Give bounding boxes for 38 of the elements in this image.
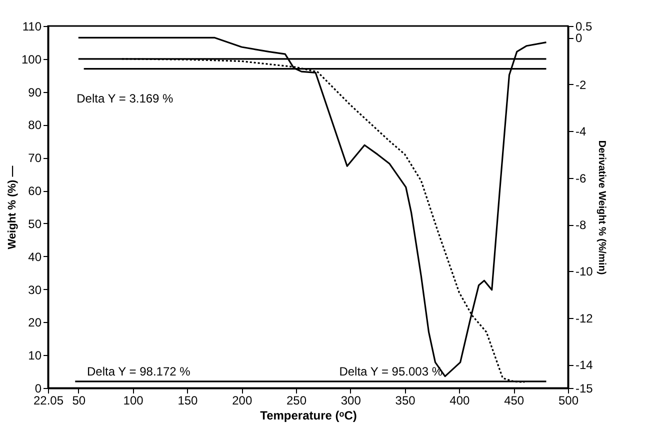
y-tick-label: 50 xyxy=(28,216,42,231)
x-tick-label: 200 xyxy=(232,394,252,408)
x-tick-label: 450 xyxy=(504,394,524,408)
x-tick-label: 250 xyxy=(286,394,307,408)
y-tick-label: 80 xyxy=(28,118,42,132)
y-tick-label: 0 xyxy=(34,382,42,396)
annotation: Delta Y = 3.169 % xyxy=(76,91,174,106)
y-tick-label: 90 xyxy=(28,85,42,100)
x-tick-label: 50 xyxy=(72,394,86,408)
x-tick-label: 400 xyxy=(450,394,470,408)
x-tick-label: 300 xyxy=(340,394,362,408)
x-tick-label: 500 xyxy=(558,394,579,408)
y2-axis-title: Derivative Weight % (%/min) xyxy=(596,140,607,275)
y-tick-label: 100 xyxy=(21,52,42,66)
y2-tick-label: -4 xyxy=(576,124,586,139)
x-tick-label: 350 xyxy=(395,394,416,408)
y2-tick-label: -10 xyxy=(576,264,594,279)
y-axis-title: Weight % (%) — xyxy=(6,166,18,250)
y-tick-label: 110 xyxy=(22,20,42,34)
y2-tick-label: -2 xyxy=(576,78,586,92)
annotation: Delta Y = 98.172 % xyxy=(87,364,191,379)
x-axis-title: Temperature (ᵒC) xyxy=(260,408,357,422)
x-tick-label: 100 xyxy=(123,394,144,408)
y2-tick-label: -8 xyxy=(576,218,586,232)
x-tick-label: 150 xyxy=(178,394,198,408)
y2-tick-label: 0.5 xyxy=(576,20,593,34)
x-tick-label: 22.05 xyxy=(33,394,64,408)
y2-tick-label: 0 xyxy=(576,31,582,46)
y2-tick-label: -6 xyxy=(576,171,586,186)
y2-tick-label: -15 xyxy=(576,382,594,396)
y-tick-label: 70 xyxy=(28,151,42,166)
y-tick-label: 30 xyxy=(28,282,42,297)
y-tick-label: 40 xyxy=(28,250,42,264)
y-tick-label: 20 xyxy=(28,316,42,330)
y-tick-label: 60 xyxy=(28,184,42,198)
y2-tick-label: -12 xyxy=(576,311,594,326)
y2-tick-label: -14 xyxy=(576,358,594,372)
y-tick-label: 10 xyxy=(28,348,42,363)
